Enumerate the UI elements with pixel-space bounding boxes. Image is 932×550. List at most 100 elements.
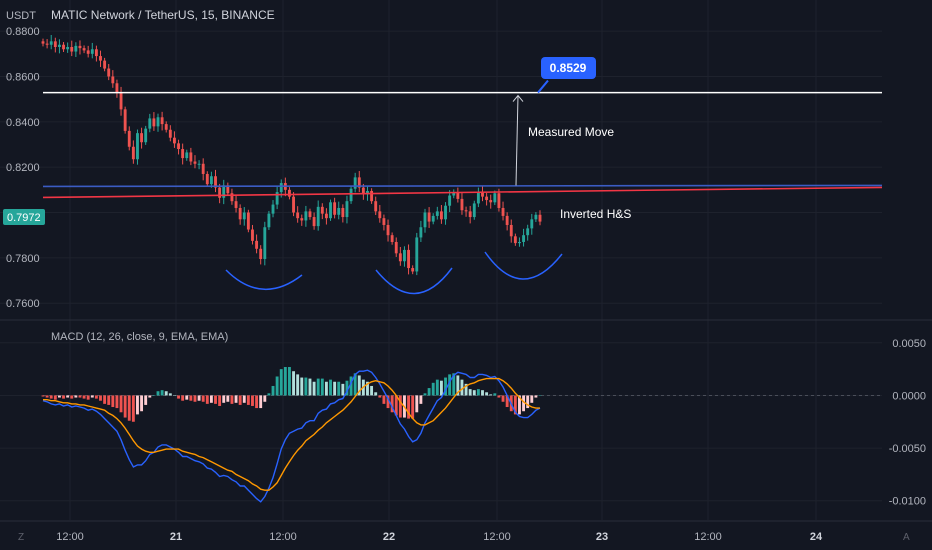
time-axis[interactable]: 12:00 21 12:00 22 12:00 23 12:00 24 (0, 520, 932, 543)
candle-body (530, 219, 534, 229)
chart-title: MATIC Network / TetherUS, 15, BINANCE (51, 8, 275, 22)
measured-move-arrow[interactable] (515, 95, 519, 186)
candle-body (99, 56, 102, 61)
candle-body (144, 128, 148, 143)
macd-hist-bar (324, 381, 328, 396)
candle-body (522, 235, 526, 242)
macd-hist-bar (530, 395, 534, 403)
macd-hist-bar (49, 395, 53, 399)
candle-body (177, 143, 180, 150)
macd-hist-bar (131, 395, 135, 422)
last-price-text: 0.7972 (7, 212, 41, 224)
neckline[interactable] (42, 184, 883, 188)
macd-hist-bar (246, 395, 250, 405)
target-callout[interactable] (541, 57, 596, 79)
candle-body (288, 189, 291, 197)
candle-body (148, 118, 152, 129)
candle-body (439, 211, 443, 220)
macd-hist-bar (439, 380, 443, 396)
trendline[interactable] (42, 186, 883, 199)
macd-lines (42, 369, 541, 503)
macd-hist-bar (292, 371, 295, 396)
macd-hist-bar (357, 375, 361, 396)
macd-hist-bar (419, 395, 423, 404)
macd-hist-bar (333, 381, 337, 396)
candle-body (501, 207, 505, 216)
macd-hist-bar (415, 395, 419, 413)
auto-scale-glyph[interactable]: A (903, 532, 910, 543)
macd-tick-label: 0.0050 (892, 338, 926, 350)
macd-hist-bar (156, 391, 160, 396)
candle-body (255, 240, 259, 249)
macd-hist-bar (374, 392, 378, 396)
macd-hist-bar (193, 395, 197, 402)
candle-body (518, 241, 521, 244)
time-tick-label: 24 (810, 531, 823, 543)
price-axis[interactable]: 0.88000.86000.84000.82000.80000.78000.76… (6, 26, 40, 310)
macd-panel[interactable] (41, 367, 882, 503)
macd-hist-bar (472, 390, 476, 396)
macd-hist-bar (148, 395, 152, 398)
candle-body (460, 198, 464, 211)
candle-body (131, 146, 135, 160)
candle-body (476, 192, 480, 204)
head-arc[interactable] (375, 267, 453, 295)
left-shoulder-arc[interactable] (225, 269, 303, 290)
candle-body (189, 152, 193, 162)
candle-body (513, 236, 517, 244)
candle-body (403, 249, 406, 262)
macd-hist-bar (164, 391, 168, 396)
callout-pointer (537, 79, 549, 94)
macd-hist-bar (255, 395, 259, 409)
price-tick-label: 0.8600 (6, 71, 40, 83)
price-panel[interactable]: Measured Move 0.8529 Inverted H&S (41, 34, 883, 295)
candle-body (411, 268, 415, 272)
macd-hist-bar (275, 376, 279, 396)
price-tick-label: 0.8800 (6, 26, 40, 38)
macd-tick-label: -0.0100 (889, 496, 926, 508)
macd-hist-bar (267, 393, 271, 396)
candle-body (394, 241, 398, 254)
candle-body (164, 124, 168, 130)
candle-body (361, 187, 365, 195)
candle-body (156, 117, 160, 127)
candle-body (398, 253, 402, 262)
macd-hist-bar (222, 395, 226, 403)
candle-body (505, 215, 509, 225)
candle-body (66, 47, 70, 50)
macd-hist-bar (501, 395, 505, 402)
macd-axis[interactable]: 0.0050 0.0000 -0.0050 -0.0100 (889, 338, 926, 508)
macd-legend: MACD (12, 26, close, 9, EMA, EMA) (51, 331, 228, 343)
macd-hist-bar (218, 395, 222, 406)
price-tick-label: 0.8400 (6, 117, 40, 129)
macd-hist-bar (107, 395, 111, 405)
candle-body (201, 163, 205, 174)
price-annotations: Measured Move 0.8529 Inverted H&S (42, 57, 883, 295)
macd-hist-bar (427, 388, 431, 396)
candle-body (168, 129, 172, 138)
candle-body (497, 193, 501, 208)
macd-hist-bar (99, 395, 102, 401)
candle-body (296, 212, 300, 219)
candle-body (86, 50, 90, 54)
macd-hist-bar (251, 395, 254, 406)
candle-body (386, 224, 390, 236)
candle-body (226, 185, 230, 194)
candle-body (205, 173, 209, 185)
candle-body (242, 212, 246, 220)
candle-body (341, 207, 345, 218)
candle-body (57, 44, 61, 48)
macd-hist-bar (234, 395, 238, 403)
macd-hist-bar (493, 393, 497, 396)
candle-body (49, 41, 53, 45)
macd-hist-bar (242, 395, 246, 403)
right-shoulder-arc[interactable] (484, 251, 563, 280)
macd-hist-bar (173, 395, 176, 396)
macd-hist-bar (468, 389, 472, 396)
candle-body (127, 130, 131, 147)
candle-body (427, 212, 431, 222)
candle-body (267, 213, 271, 228)
candle-body (448, 195, 452, 206)
timezone-glyph[interactable]: Z (18, 532, 24, 543)
